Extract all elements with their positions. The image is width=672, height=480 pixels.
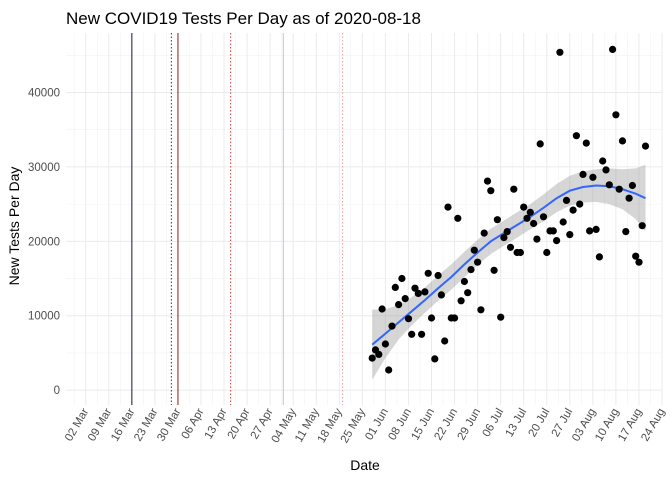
data-point <box>605 181 613 189</box>
data-point <box>378 305 386 313</box>
data-point <box>454 214 462 222</box>
data-point <box>467 266 475 274</box>
data-point <box>375 350 383 358</box>
data-point <box>549 227 557 235</box>
data-point <box>506 243 515 251</box>
data-point <box>536 140 544 148</box>
data-point <box>566 231 574 239</box>
data-point <box>437 291 445 299</box>
data-point <box>609 45 617 54</box>
y-axis-title: New Tests Per Day <box>6 167 22 286</box>
data-point <box>516 248 525 257</box>
data-point <box>424 269 432 277</box>
data-point <box>562 196 571 204</box>
data-point <box>520 203 528 211</box>
data-point <box>474 258 482 266</box>
data-point <box>576 200 584 208</box>
data-point <box>523 214 531 222</box>
data-point <box>602 166 610 174</box>
data-point <box>530 219 538 228</box>
data-point <box>408 330 416 338</box>
data-point <box>444 203 452 211</box>
x-axis-title: Date <box>350 457 380 473</box>
data-point <box>480 229 488 237</box>
data-point <box>503 228 511 236</box>
data-point <box>434 271 442 280</box>
data-point <box>638 222 646 230</box>
data-point <box>582 139 590 147</box>
data-point <box>615 185 623 193</box>
data-point <box>457 297 465 305</box>
data-point <box>586 227 594 235</box>
data-point <box>421 288 429 296</box>
data-point <box>500 234 508 242</box>
data-point <box>539 213 548 221</box>
y-tick-label: 10000 <box>28 311 60 323</box>
data-point <box>553 237 561 245</box>
data-point <box>556 48 564 56</box>
data-point <box>533 235 541 243</box>
data-point <box>401 295 409 303</box>
data-point <box>427 314 436 322</box>
data-point <box>579 170 587 178</box>
data-point <box>592 225 600 233</box>
data-point <box>526 208 534 216</box>
data-point <box>381 340 389 348</box>
data-point <box>398 274 406 283</box>
data-point <box>490 266 498 274</box>
data-point <box>595 253 604 261</box>
data-point <box>612 111 620 119</box>
data-point <box>493 216 501 224</box>
data-point <box>632 252 640 260</box>
data-point <box>470 246 478 254</box>
data-point <box>404 315 413 323</box>
y-tick-label: 30000 <box>28 162 60 174</box>
data-point <box>388 322 396 330</box>
data-point <box>431 355 439 363</box>
data-point <box>559 218 567 226</box>
data-point <box>395 301 403 309</box>
data-point <box>641 142 650 150</box>
y-tick-label: 20000 <box>28 236 60 248</box>
chart-title: New COVID19 Tests Per Day as of 2020-08-… <box>66 9 421 28</box>
data-point <box>625 194 633 202</box>
data-point <box>622 228 630 236</box>
data-point <box>418 330 426 338</box>
data-point <box>391 283 399 291</box>
data-point <box>368 354 376 362</box>
data-point <box>483 177 492 185</box>
data-point <box>618 137 627 145</box>
data-point <box>385 366 393 374</box>
data-point <box>414 289 422 297</box>
minor-gridlines <box>66 33 662 405</box>
data-point <box>411 284 419 292</box>
data-point <box>477 306 485 314</box>
data-point <box>451 314 459 322</box>
y-axis-ticks: 0 10000 20000 30000 40000 <box>28 88 60 398</box>
data-point <box>572 132 581 140</box>
data-point <box>487 187 495 195</box>
data-point <box>635 258 643 266</box>
data-point <box>497 313 505 321</box>
data-point <box>464 289 472 297</box>
data-point <box>628 181 637 190</box>
data-points <box>368 45 650 374</box>
trend-line-path <box>371 184 646 346</box>
trend-line <box>371 184 646 346</box>
data-point <box>569 206 577 214</box>
y-tick-label: 40000 <box>28 88 60 100</box>
data-point <box>543 248 551 257</box>
data-point <box>460 277 468 286</box>
data-point <box>441 337 449 345</box>
y-tick-label: 0 <box>54 385 60 397</box>
data-point <box>599 157 607 165</box>
data-point <box>510 185 518 193</box>
data-point <box>589 173 597 181</box>
reference-lines <box>131 33 344 405</box>
